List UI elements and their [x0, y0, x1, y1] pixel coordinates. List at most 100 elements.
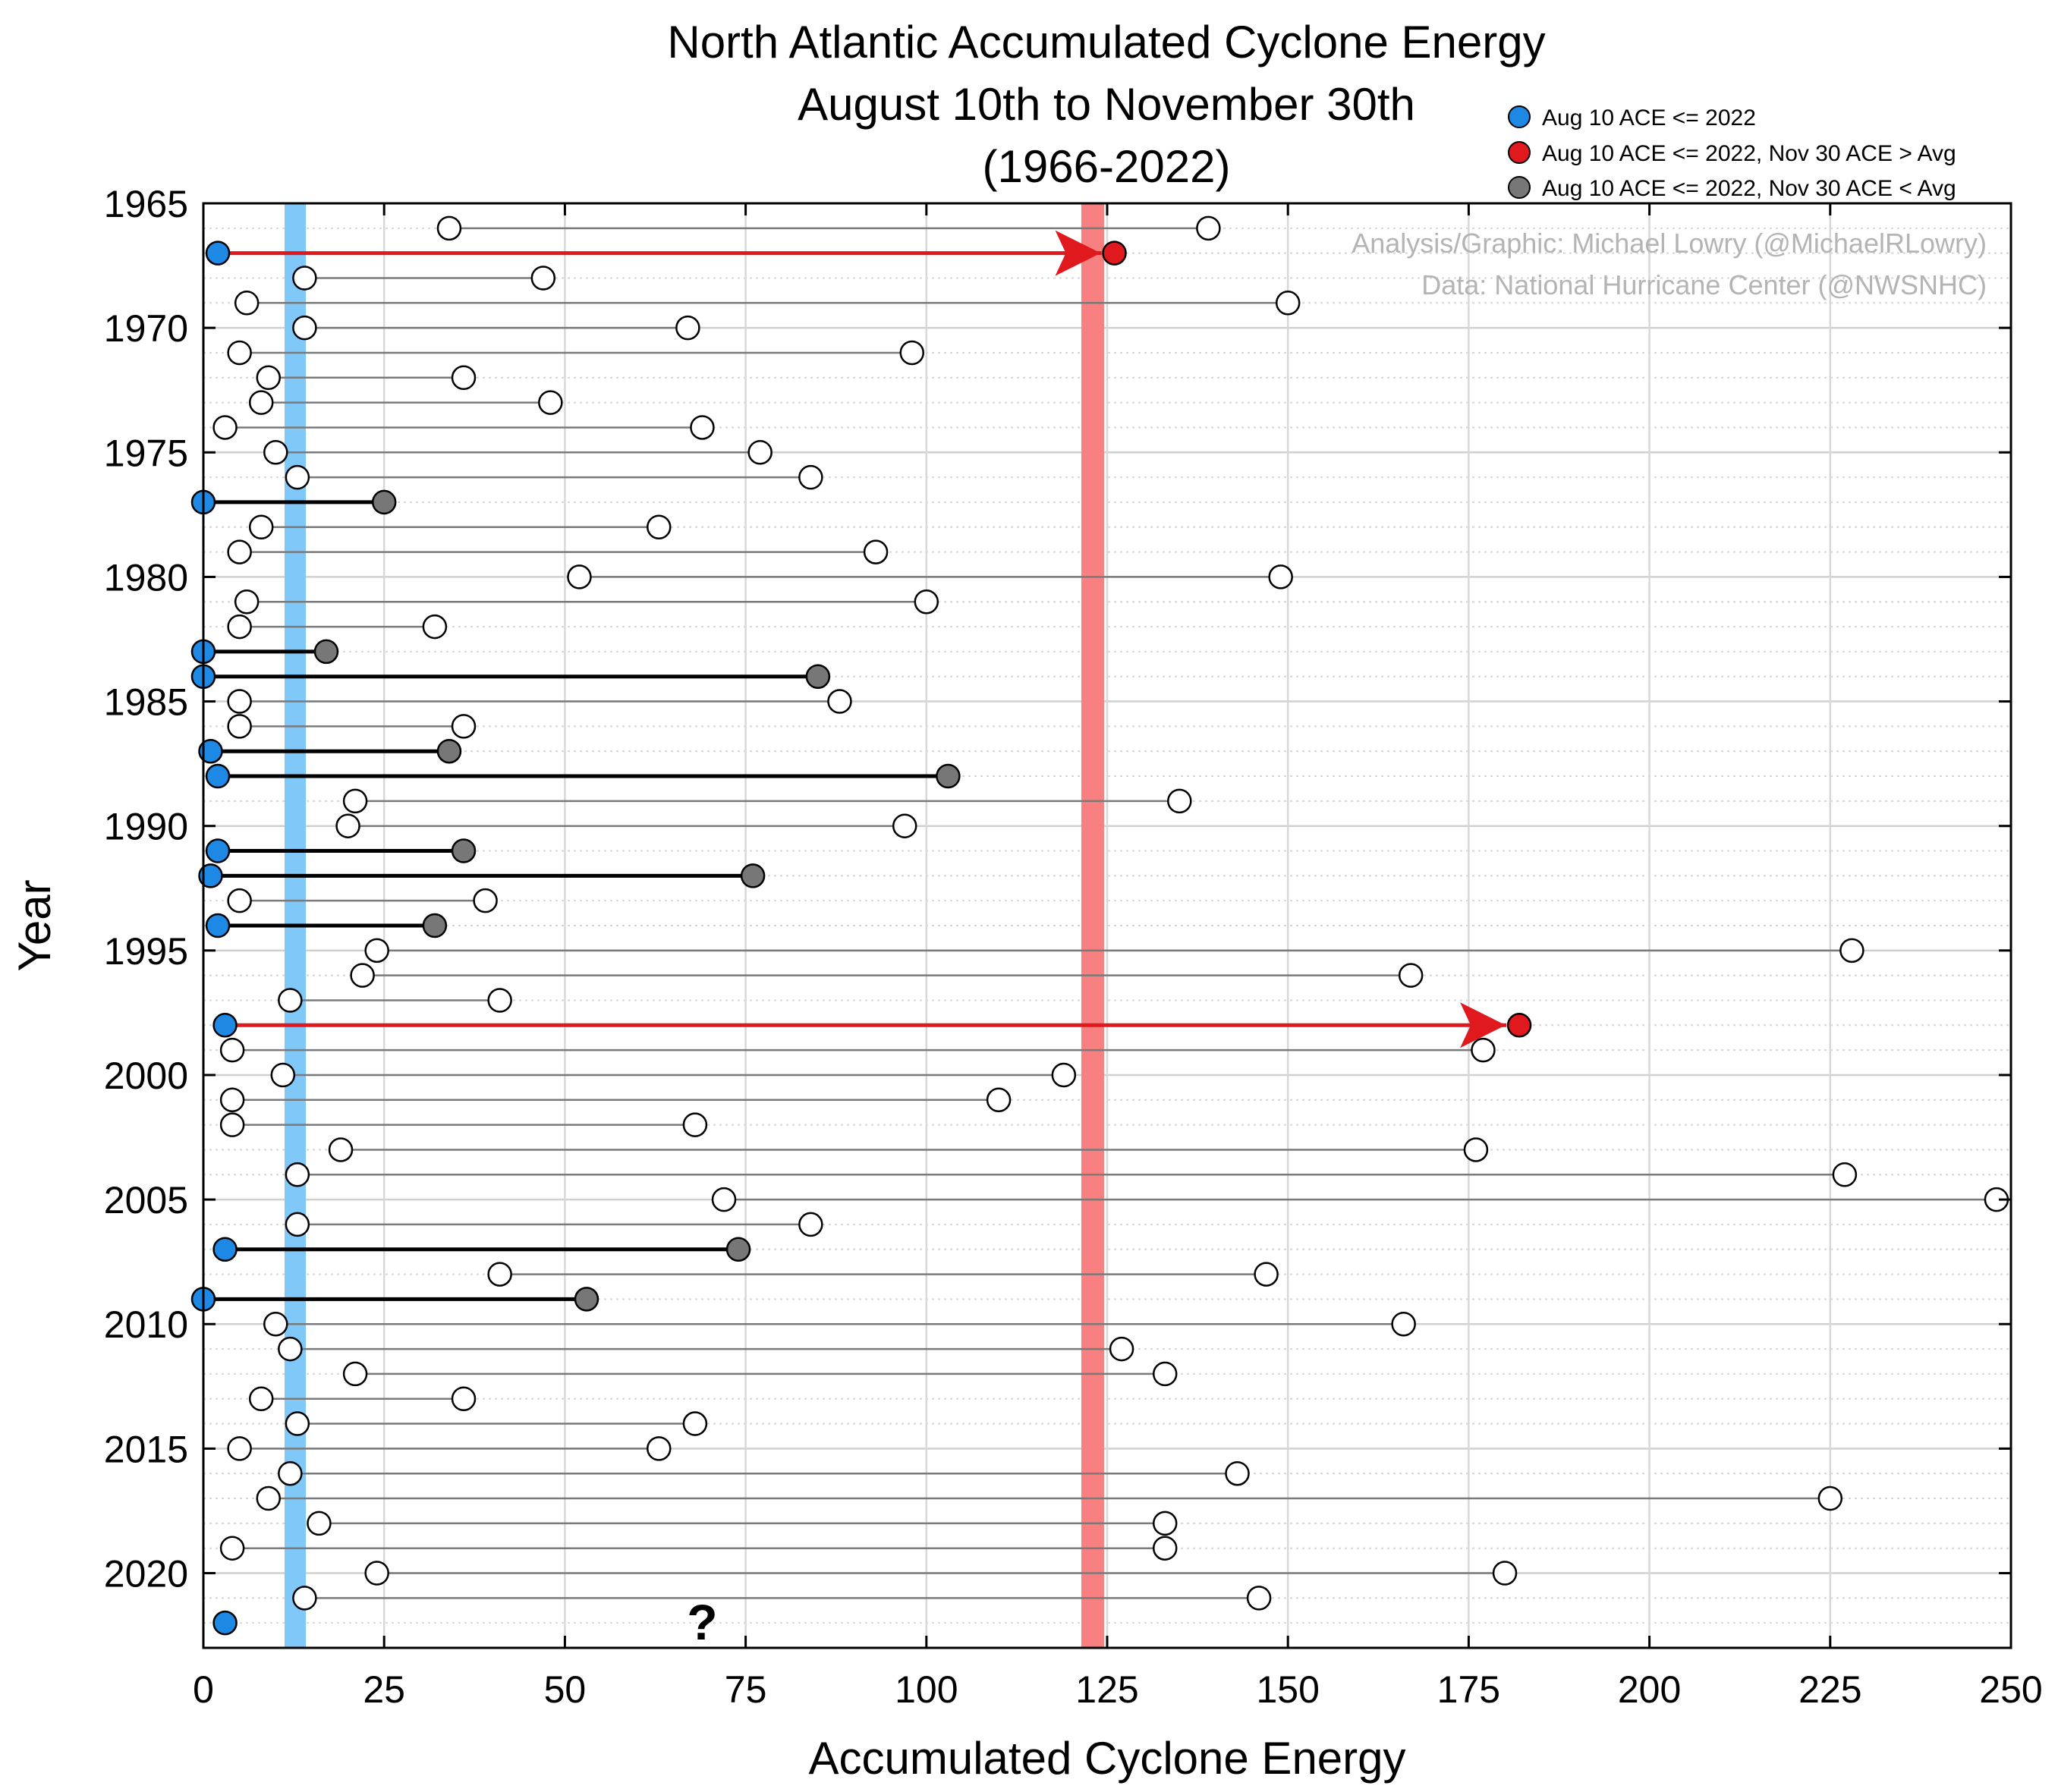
- legend-marker: [1508, 105, 1531, 128]
- y-tick-label: 1985: [104, 681, 188, 724]
- point-nov30: [1839, 938, 1864, 964]
- point-nov30: [798, 464, 823, 490]
- point-nov30-below-avg: [436, 738, 462, 764]
- point-aug10: [292, 1586, 317, 1611]
- point-nov30: [798, 1212, 823, 1237]
- point-nov30: [1196, 215, 1221, 241]
- point-aug10: [219, 1112, 245, 1137]
- point-aug10: [227, 714, 252, 739]
- point-aug10-highlight: [198, 738, 223, 764]
- point-nov30: [1391, 1311, 1416, 1337]
- arrow-head: [1460, 1002, 1506, 1048]
- x-axis-label: Accumulated Cyclone Energy: [808, 1733, 1405, 1784]
- point-nov30-below-avg: [574, 1287, 599, 1312]
- point-nov30: [675, 315, 700, 341]
- y-tick-label: 1970: [104, 307, 188, 350]
- y-tick-label: 1965: [104, 183, 188, 225]
- legend-label: Aug 10 ACE <= 2022: [1542, 105, 1756, 130]
- x-tick-label: 75: [725, 1668, 767, 1711]
- point-nov30: [690, 415, 715, 440]
- credit-analysis: Analysis/Graphic: Michael Lowry (@Michae…: [1352, 228, 1987, 259]
- point-nov30: [986, 1087, 1012, 1113]
- legend-label: Aug 10 ACE <= 2022, Nov 30 ACE < Avg: [1542, 176, 1956, 201]
- point-aug10: [278, 1460, 303, 1486]
- arrow-head: [1055, 230, 1101, 276]
- point-aug10: [307, 1511, 332, 1536]
- point-aug10: [219, 1087, 245, 1113]
- point-aug10: [219, 1037, 245, 1063]
- point-nov30-below-avg: [313, 639, 339, 665]
- point-aug10: [248, 390, 274, 415]
- ref-band-average-nov30: [1081, 203, 1104, 1648]
- x-tick-label: 25: [363, 1668, 405, 1711]
- y-tick-label: 1990: [104, 806, 188, 848]
- point-aug10: [234, 589, 260, 615]
- point-aug10: [285, 464, 310, 490]
- point-nov30: [914, 589, 939, 615]
- x-tick-label: 100: [895, 1668, 958, 1711]
- point-aug10: [227, 689, 252, 714]
- point-aug10-highlight: [205, 838, 231, 863]
- point-nov30: [1051, 1062, 1077, 1088]
- point-aug10: [278, 1336, 303, 1362]
- point-nov30-below-avg: [371, 489, 397, 515]
- point-nov30: [682, 1411, 708, 1436]
- x-tick-label: 175: [1437, 1668, 1500, 1711]
- title-line-1: North Atlantic Accumulated Cyclone Energ…: [667, 17, 1545, 68]
- point-aug10: [234, 291, 260, 316]
- y-tick-label: 2010: [104, 1303, 188, 1346]
- point-aug10-highlight: [212, 1237, 238, 1262]
- point-nov30: [422, 614, 448, 640]
- point-nov30-below-avg: [740, 863, 766, 888]
- point-aug10: [227, 340, 252, 366]
- title-line-3: (1966-2022): [983, 141, 1231, 192]
- x-tick-label: 200: [1618, 1668, 1681, 1711]
- point-nov30: [1832, 1162, 1858, 1187]
- point-aug10: [342, 1361, 368, 1387]
- point-nov30: [1275, 291, 1301, 316]
- point-aug10-highlight: [205, 241, 231, 266]
- title-line-2: August 10th to November 30th: [798, 79, 1415, 130]
- y-tick-label: 1980: [104, 556, 188, 599]
- y-axis-label: Year: [9, 879, 60, 971]
- annotation-question-mark: ?: [687, 1594, 717, 1650]
- point-aug10: [364, 938, 389, 964]
- point-aug10: [436, 215, 462, 241]
- chart-title: North Atlantic Accumulated Cyclone Energ…: [667, 17, 1545, 192]
- point-aug10: [487, 1262, 512, 1287]
- point-nov30-below-avg: [451, 838, 477, 863]
- point-aug10: [227, 1436, 252, 1461]
- point-aug10: [285, 1162, 310, 1187]
- point-nov30: [1109, 1336, 1134, 1362]
- point-nov30: [538, 390, 563, 415]
- point-nov30: [1152, 1361, 1178, 1387]
- point-nov30: [1817, 1485, 1843, 1511]
- point-nov30: [451, 365, 477, 391]
- point-aug10: [292, 315, 317, 341]
- credits: Analysis/Graphic: Michael Lowry (@Michae…: [1352, 228, 1987, 300]
- point-aug10: [364, 1561, 389, 1586]
- point-aug10: [263, 440, 288, 465]
- legend-marker: [1508, 176, 1531, 199]
- point-aug10: [292, 266, 317, 291]
- credit-data: Data: National Hurricane Center (@NWSNHC…: [1421, 269, 1987, 300]
- point-nov30: [892, 813, 917, 838]
- point-aug10: [227, 539, 252, 564]
- point-aug10: [285, 1411, 310, 1436]
- point-aug10: [567, 564, 592, 589]
- point-aug10: [278, 988, 303, 1013]
- point-nov30: [530, 266, 556, 291]
- point-aug10: [248, 1386, 274, 1411]
- axes: 0 25 50 75 100 125 150 175 200 225 250 1965 1970 1975…: [104, 183, 2043, 1711]
- point-nov30: [1471, 1037, 1496, 1063]
- point-nov30: [1398, 963, 1424, 988]
- point-nov30: [863, 539, 889, 564]
- point-nov30: [1167, 788, 1192, 814]
- point-aug10-highlight: [198, 863, 223, 888]
- point-aug10: [263, 1311, 288, 1337]
- point-nov30: [1254, 1262, 1279, 1287]
- x-tick-label: 50: [544, 1668, 587, 1711]
- point-nov30: [682, 1112, 708, 1137]
- point-aug10-highlight: [205, 763, 231, 789]
